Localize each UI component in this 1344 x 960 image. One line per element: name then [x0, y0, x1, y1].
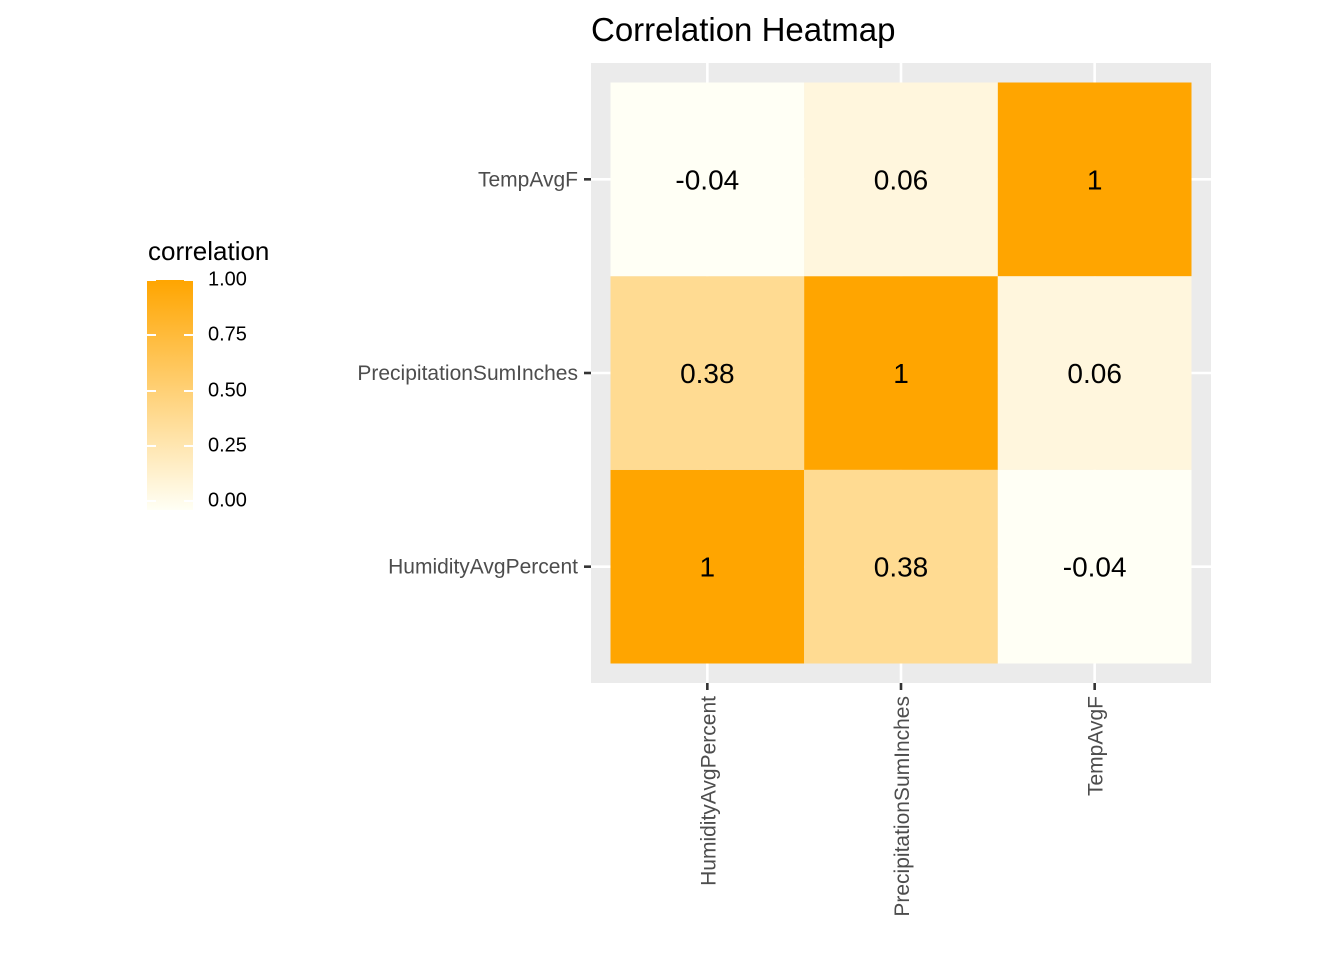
- heatmap-cell: [804, 276, 998, 470]
- heatmap-cell: [610, 469, 805, 664]
- cell-value-label: 0.38: [874, 552, 929, 583]
- y-tick-label: TempAvgF: [478, 168, 578, 191]
- heatmap-cell: [997, 469, 1192, 664]
- heatmap-cell: [804, 469, 998, 664]
- cell-value-label: 1: [1087, 164, 1103, 195]
- y-tick-label: HumidityAvgPercent: [388, 556, 578, 579]
- x-axis: HumidityAvgPercent PrecipitationSumInches…: [697, 683, 1108, 917]
- x-tick-label: HumidityAvgPercent: [697, 696, 720, 886]
- cell-value-label: 1: [700, 552, 716, 583]
- chart-title: Correlation Heatmap: [591, 11, 895, 48]
- heatmap-cell: [997, 82, 1192, 277]
- x-tick-label: PrecipitationSumInches: [891, 696, 914, 917]
- color-legend: correlation 1.00 0.75 0.50 0.25 0.00: [147, 236, 287, 526]
- legend-colorbar: [147, 280, 193, 510]
- y-tick-label: PrecipitationSumInches: [357, 362, 578, 385]
- legend-tick-label: 0.25: [208, 434, 247, 457]
- heatmap-cell: [804, 82, 998, 277]
- legend-tick-label: 0.75: [208, 323, 247, 346]
- y-axis: HumidityAvgPercent PrecipitationSumInches…: [357, 168, 591, 579]
- legend-tick-label: 1.00: [208, 268, 247, 291]
- legend-tick-label: 0.00: [208, 489, 247, 512]
- x-tick-label: TempAvgF: [1085, 696, 1108, 796]
- cell-value-label: 1: [893, 358, 909, 389]
- legend-title: correlation: [148, 236, 270, 266]
- legend-tick-label: 0.50: [208, 379, 247, 402]
- heatmap-cell: [610, 82, 805, 277]
- cell-value-label: 0.38: [680, 358, 735, 389]
- cell-labels: 1 0.38 -0.04 0.38 1 0.06 -0.04 0.06 1: [675, 164, 1126, 582]
- cell-value-label: -0.04: [675, 164, 739, 195]
- cell-value-label: 0.06: [874, 164, 929, 195]
- heatmap-cell: [997, 276, 1192, 470]
- heatmap-cell: [610, 276, 805, 470]
- cell-value-label: 0.06: [1067, 358, 1122, 389]
- cell-value-label: -0.04: [1063, 552, 1127, 583]
- heatmap-cells: [610, 82, 1192, 664]
